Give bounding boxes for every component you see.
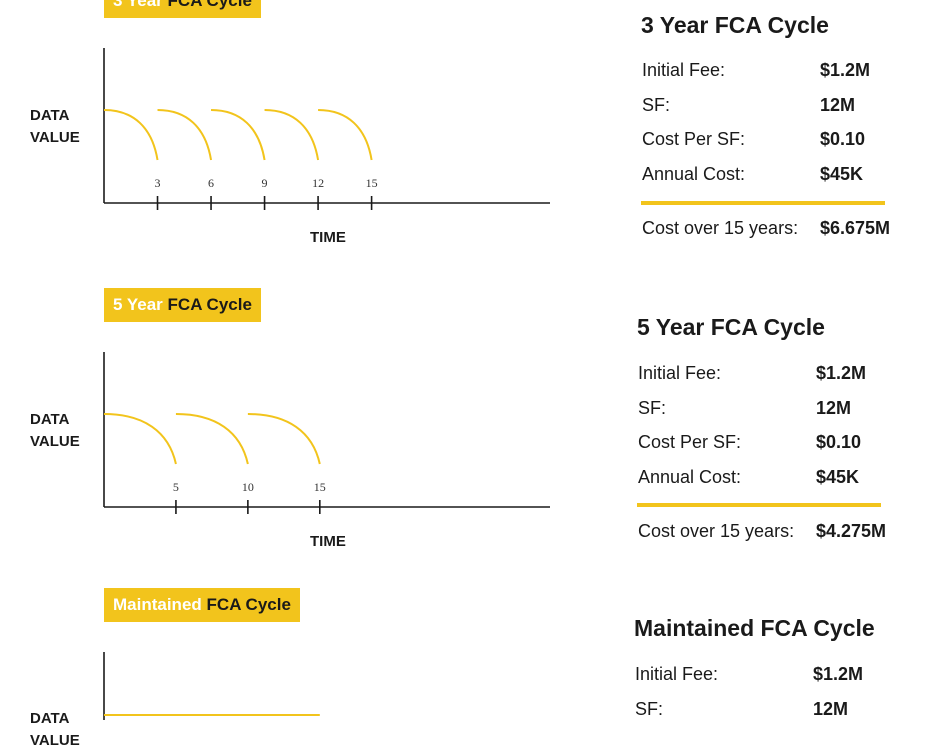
- card-row: Cost Per SF: $0.10: [638, 432, 862, 452]
- value-curve-segment: [247, 413, 321, 465]
- chart-badge: 3 Year FCA Cycle: [104, 0, 261, 18]
- x-tick-label: 10: [242, 480, 254, 494]
- cost-card-5-year: 5 Year FCA Cycle Initial Fee: $1.2M SF: …: [637, 314, 886, 541]
- value-curve-segment: [103, 413, 177, 465]
- card-title: Maintained FCA Cycle: [634, 615, 875, 641]
- card-row: SF: 12M: [638, 398, 852, 418]
- card-total: Cost over 15 years: $4.275M: [638, 521, 887, 541]
- x-tick-label: 15: [366, 176, 378, 190]
- y-axis-label: DATA VALUE: [30, 411, 80, 450]
- cost-card-3-year: 3 Year FCA Cycle Initial Fee: $1.2M SF: …: [641, 12, 890, 238]
- value-curve-segment: [264, 109, 320, 161]
- x-tick-label: 15: [314, 480, 326, 494]
- x-tick-label: 6: [208, 176, 214, 190]
- card-total: Cost over 15 years: $6.675M: [642, 218, 891, 238]
- card-row: Initial Fee: $1.2M: [638, 363, 867, 383]
- value-curve-segment: [103, 109, 159, 161]
- card-row: Initial Fee: $1.2M: [642, 60, 871, 80]
- x-tick-label: 5: [173, 480, 179, 494]
- value-curve-segment: [175, 413, 249, 465]
- card-title: 3 Year FCA Cycle: [641, 12, 829, 38]
- divider-rule: [641, 201, 885, 205]
- divider-rule: [637, 503, 881, 507]
- card-row: SF: 12M: [635, 699, 849, 719]
- y-axis-label: DATA VALUE: [30, 107, 80, 146]
- card-row: Initial Fee: $1.2M: [635, 664, 864, 684]
- cost-card-maintained: Maintained FCA Cycle Initial Fee: $1.2M …: [634, 615, 875, 719]
- x-tick-label: 3: [155, 176, 161, 190]
- chart-5-year: 5 10 15: [103, 352, 550, 514]
- card-row: SF: 12M: [642, 95, 856, 115]
- card-row: Cost Per SF: $0.10: [642, 129, 866, 149]
- chart-3-year: 3 6 9 12 15: [103, 48, 550, 210]
- card-row: Annual Cost: $45K: [642, 164, 864, 184]
- x-axis-label: TIME: [310, 533, 346, 550]
- x-tick-label: 12: [312, 176, 324, 190]
- value-curve-segment: [157, 109, 213, 161]
- value-curve-segment: [318, 109, 373, 161]
- card-title: 5 Year FCA Cycle: [637, 314, 825, 340]
- chart-badge: Maintained FCA Cycle: [104, 588, 300, 622]
- x-tick-label: 9: [262, 176, 268, 190]
- value-curve-segment: [211, 109, 266, 161]
- chart-badge: 5 Year FCA Cycle: [104, 288, 261, 322]
- x-axis-label: TIME: [310, 229, 346, 246]
- chart-maintained: [103, 652, 320, 720]
- card-row: Annual Cost: $45K: [638, 467, 860, 487]
